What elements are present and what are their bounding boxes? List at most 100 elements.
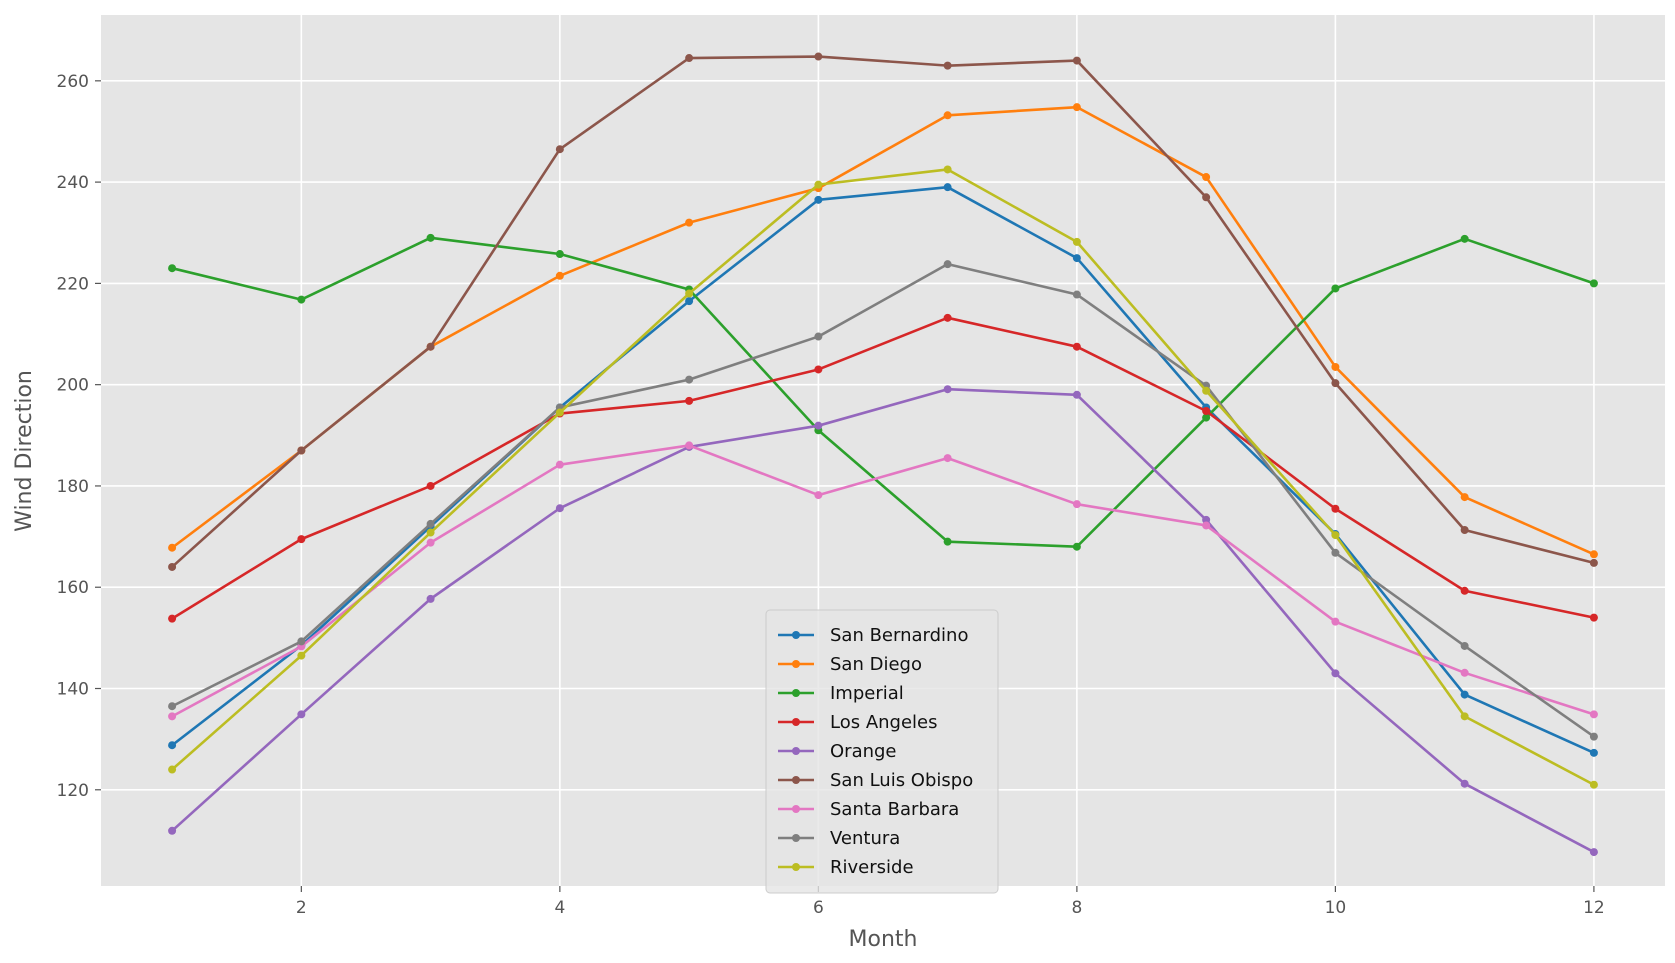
legend-item-santa-barbara: Santa Barbara (778, 799, 959, 820)
legend-item-imperial: Imperial (778, 683, 904, 704)
data-point-ventura (1460, 641, 1469, 650)
data-point-san-diego (555, 271, 564, 280)
data-point-riverside (1331, 531, 1340, 540)
data-point-orange (1072, 390, 1081, 399)
data-point-san-bernardino (685, 297, 694, 306)
data-point-imperial (943, 537, 952, 546)
legend-label: Imperial (830, 683, 904, 704)
legend-swatch-marker (792, 689, 800, 697)
data-point-los-angeles (297, 535, 306, 544)
data-point-orange (426, 594, 435, 603)
data-point-san-luis-obispo (814, 52, 823, 61)
series-line-ventura (171, 262, 1595, 738)
data-point-ventura (943, 260, 952, 269)
data-point-san-bernardino (168, 741, 177, 750)
data-point-orange (168, 826, 177, 835)
data-point-orange (1202, 515, 1211, 524)
data-point-orange (943, 385, 952, 394)
legend-item-los-angeles: Los Angeles (778, 712, 938, 733)
data-point-imperial (426, 233, 435, 242)
data-point-santa-barbara (1072, 500, 1081, 509)
data-point-san-luis-obispo (426, 342, 435, 351)
data-point-san-diego (168, 543, 177, 552)
series-los-angeles (168, 313, 1598, 623)
data-point-san-luis-obispo (1589, 558, 1598, 567)
series-line-san-luis-obispo (171, 55, 1595, 568)
legend-swatch-marker (792, 718, 800, 726)
data-point-san-diego (943, 111, 952, 120)
legend-label: Ventura (830, 828, 900, 849)
data-point-imperial (1460, 234, 1469, 243)
data-point-imperial (1589, 279, 1598, 288)
legend: San Bernardino San Diego Imperial Los Angel… (765, 609, 999, 894)
data-point-san-luis-obispo (297, 446, 306, 455)
data-point-ventura (1589, 732, 1598, 741)
data-point-san-luis-obispo (555, 145, 564, 154)
legend-label: San Bernardino (830, 625, 968, 646)
y-tick-label: 220 (57, 274, 89, 294)
x-axis-ticks: 2 4 6 8 10 12 (296, 886, 1605, 918)
legend-swatch-marker (792, 747, 800, 755)
legend-item-san-bernardino: San Bernardino (778, 625, 968, 646)
y-tick-label: 160 (57, 578, 89, 598)
y-tick-label: 260 (57, 72, 89, 92)
legend-swatch-marker (792, 805, 800, 813)
series-imperial (168, 233, 1598, 551)
series-line-santa-barbara (171, 444, 1595, 718)
series-line-los-angeles (171, 316, 1595, 620)
data-point-los-angeles (1331, 504, 1340, 513)
x-tick-label: 4 (554, 898, 565, 918)
series-riverside (168, 165, 1598, 789)
data-point-santa-barbara (814, 491, 823, 500)
y-tick-label: 200 (57, 376, 89, 396)
series-line-orange (171, 387, 1595, 854)
data-point-san-luis-obispo (1460, 526, 1469, 535)
data-point-los-angeles (685, 396, 694, 405)
legend-swatch-marker (792, 776, 800, 784)
legend-item-riverside: Riverside (778, 857, 914, 878)
series-line-riverside (171, 168, 1595, 786)
series-orange (168, 385, 1598, 857)
x-tick-label: 10 (1325, 898, 1347, 918)
data-point-los-angeles (426, 481, 435, 490)
data-point-ventura (168, 702, 177, 711)
data-point-los-angeles (1202, 407, 1211, 416)
legend-label: Santa Barbara (830, 799, 959, 820)
data-point-santa-barbara (943, 454, 952, 463)
legend-swatch-marker (792, 863, 800, 871)
data-point-santa-barbara (1331, 617, 1340, 626)
data-point-santa-barbara (1460, 668, 1469, 677)
data-point-san-diego (1589, 550, 1598, 559)
x-axis-label: Month (849, 927, 918, 952)
y-tick-label: 120 (57, 781, 89, 801)
data-point-riverside (1589, 780, 1598, 789)
data-point-san-bernardino (1589, 748, 1598, 757)
data-point-riverside (685, 289, 694, 298)
legend-label: Riverside (830, 857, 914, 878)
series-layer (168, 52, 1598, 857)
series-line-san-bernardino (171, 185, 1595, 755)
data-point-imperial (1331, 284, 1340, 293)
legend-item-orange: Orange (778, 741, 897, 762)
data-point-san-diego (685, 218, 694, 227)
data-point-los-angeles (1072, 342, 1081, 351)
data-point-riverside (1202, 386, 1211, 395)
data-point-orange (1589, 848, 1598, 857)
data-point-riverside (943, 165, 952, 174)
data-point-ventura (297, 637, 306, 646)
y-tick-label: 180 (57, 477, 89, 497)
data-point-san-luis-obispo (1202, 193, 1211, 202)
data-point-orange (297, 710, 306, 719)
data-point-riverside (814, 180, 823, 189)
data-point-riverside (168, 765, 177, 774)
data-point-san-bernardino (1460, 690, 1469, 699)
series-santa-barbara (168, 441, 1598, 721)
data-point-san-luis-obispo (685, 54, 694, 63)
legend-box (765, 609, 999, 894)
y-axis-ticks: 120 140 160 180 200 220 240 260 (57, 72, 101, 801)
x-tick-label: 8 (1071, 898, 1082, 918)
data-point-santa-barbara (685, 441, 694, 450)
data-point-santa-barbara (1202, 521, 1211, 530)
y-tick-label: 240 (57, 173, 89, 193)
x-tick-label: 2 (296, 898, 307, 918)
